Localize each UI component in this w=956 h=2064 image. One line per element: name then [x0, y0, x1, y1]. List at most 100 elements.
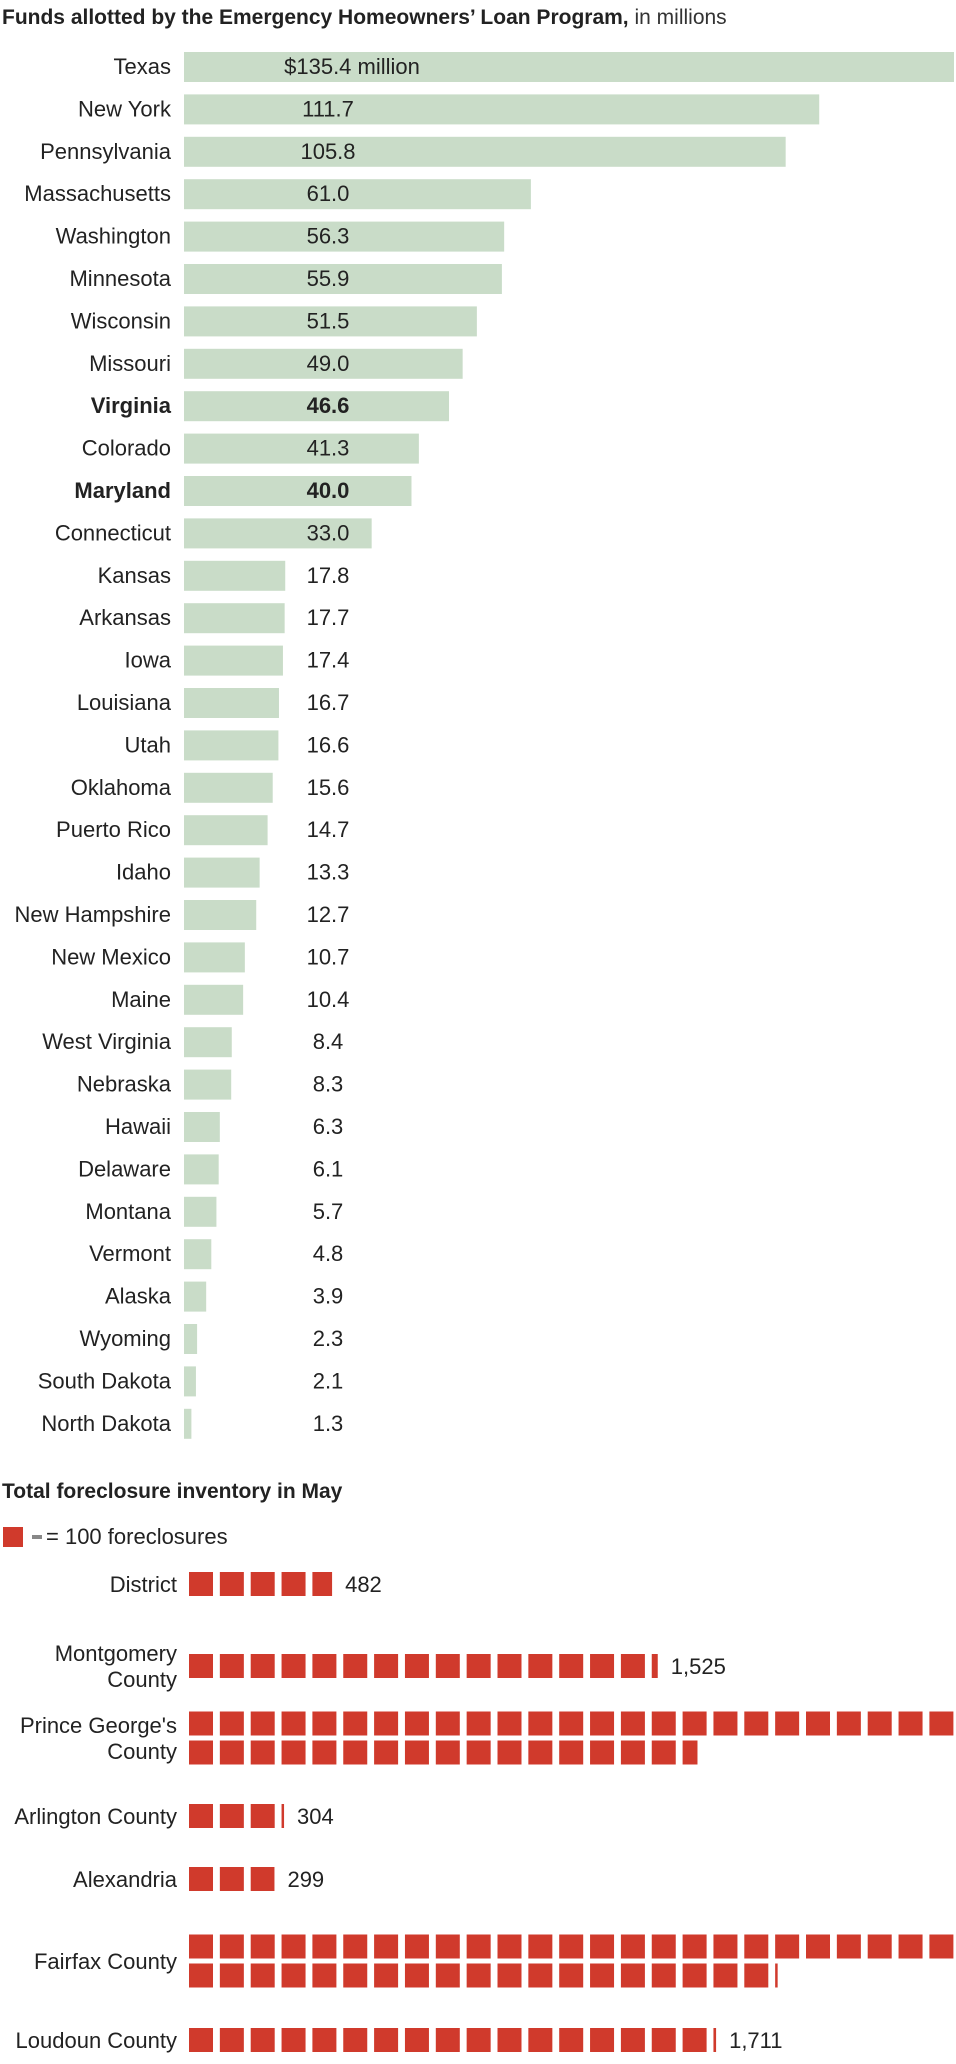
foreclosure-square	[682, 1963, 707, 1988]
state-label-wisconsin: Wisconsin	[71, 308, 171, 333]
value-label-new-mexico: 10.7	[307, 944, 350, 969]
foreclosure-partial-square	[682, 1740, 698, 1765]
bar-massachusetts	[184, 179, 531, 210]
value-label-arkansas: 17.7	[307, 605, 350, 630]
state-label-colorado: Colorado	[82, 436, 171, 461]
foreclosure-square	[189, 1711, 213, 1736]
foreclosure-square	[374, 1963, 399, 1988]
foreclosure-square	[281, 1963, 306, 1988]
foreclosure-square	[312, 1934, 337, 1959]
foreclosure-square	[435, 1740, 460, 1765]
foreclosure-square	[219, 1934, 244, 1959]
foreclosure-partial-square	[312, 1572, 333, 1596]
foreclosure-square	[898, 1711, 923, 1736]
state-label-arkansas: Arkansas	[79, 605, 171, 630]
bar-south-dakota	[184, 1366, 196, 1397]
state-label-missouri: Missouri	[89, 351, 171, 376]
foreclosure-square	[528, 1740, 553, 1765]
foreclosure-square	[867, 1711, 892, 1736]
foreclosure-square	[404, 1740, 429, 1765]
bar-west-virginia	[184, 1027, 232, 1058]
foreclosure-square	[281, 1654, 306, 1678]
foreclosure-square	[404, 1963, 429, 1988]
foreclosure-square	[435, 1934, 460, 1959]
foreclosure-square	[466, 1654, 491, 1678]
bar-missouri	[184, 348, 463, 379]
foreclosure-square	[528, 1934, 553, 1959]
value-label-nebraska: 8.3	[313, 1072, 344, 1097]
value-label-new-york: 111.7	[302, 96, 354, 121]
foreclosure-square	[775, 1711, 800, 1736]
value-label-missouri: 49.0	[307, 351, 350, 376]
bar-pennsylvania	[184, 136, 786, 167]
state-label-louisiana: Louisiana	[77, 690, 172, 715]
state-label-pennsylvania: Pennsylvania	[40, 139, 172, 164]
foreclosure-value-montgomery-county: 1,525	[671, 1654, 726, 1679]
foreclosure-square	[528, 1963, 553, 1988]
foreclosure-square	[343, 1934, 368, 1959]
foreclosure-square	[559, 1711, 584, 1736]
foreclosure-square	[806, 1711, 830, 1736]
foreclosure-square	[682, 2028, 707, 2052]
bar-kansas	[184, 560, 286, 591]
county-label-montgomery-county: County	[107, 1667, 177, 1692]
state-label-hawaii: Hawaii	[105, 1114, 171, 1139]
foreclosure-square	[435, 1654, 460, 1678]
state-label-iowa: Iowa	[125, 648, 172, 673]
bar-connecticut	[184, 518, 372, 549]
bar-delaware	[184, 1154, 219, 1185]
foreclosure-square	[219, 1963, 244, 1988]
foreclosure-square	[312, 1654, 337, 1678]
bar-vermont	[184, 1239, 212, 1270]
foreclosure-square	[189, 1934, 213, 1959]
funds-chart-title-main: Funds allotted by the Emergency Homeowne…	[2, 6, 629, 29]
foreclosure-partial-square	[281, 1804, 285, 1828]
value-label-north-dakota: 1.3	[313, 1411, 344, 1436]
bar-north-dakota	[184, 1408, 192, 1439]
state-label-nebraska: Nebraska	[77, 1072, 172, 1097]
value-label-virginia: 46.6	[307, 393, 350, 418]
foreclosure-square	[559, 1963, 584, 1988]
state-label-new-hampshire: New Hampshire	[15, 902, 172, 927]
foreclosure-square	[343, 1711, 368, 1736]
foreclosure-square	[374, 1740, 399, 1765]
foreclosure-square	[559, 1654, 584, 1678]
foreclosure-square	[497, 1963, 522, 1988]
state-label-oklahoma: Oklahoma	[71, 775, 172, 800]
foreclosure-square	[250, 2028, 275, 2052]
value-label-hawaii: 6.3	[313, 1114, 344, 1139]
foreclosure-square	[281, 1740, 306, 1765]
state-label-south-dakota: South Dakota	[38, 1368, 172, 1393]
county-label-prince-george-s-county: Prince George's	[20, 1713, 177, 1738]
value-label-wisconsin: 51.5	[307, 308, 350, 333]
foreclosure-value-alexandria: 299	[287, 1867, 324, 1892]
foreclosure-square	[466, 1934, 491, 1959]
foreclosure-square	[404, 1711, 429, 1736]
state-label-connecticut: Connecticut	[55, 520, 171, 545]
state-label-new-mexico: New Mexico	[51, 944, 171, 969]
foreclosure-square	[312, 1963, 337, 1988]
foreclosure-square	[312, 1740, 337, 1765]
foreclosure-square	[651, 2028, 676, 2052]
foreclosure-square	[374, 2028, 399, 2052]
bar-colorado	[184, 433, 419, 464]
legend-equals-icon	[32, 1535, 42, 1539]
state-label-texas: Texas	[114, 54, 171, 79]
foreclosure-square	[250, 1654, 275, 1678]
bar-hawaii	[184, 1112, 220, 1142]
county-label-montgomery-county: Montgomery	[55, 1641, 177, 1666]
foreclosure-square	[404, 2028, 429, 2052]
foreclosure-square	[374, 1711, 399, 1736]
state-label-montana: Montana	[85, 1199, 171, 1224]
bar-louisiana	[184, 688, 279, 718]
foreclosure-square	[806, 1934, 830, 1959]
foreclosure-square	[744, 1711, 769, 1736]
value-label-new-hampshire: 12.7	[307, 902, 350, 927]
bar-new-york	[184, 94, 820, 125]
state-label-vermont: Vermont	[89, 1241, 171, 1266]
foreclosure-square	[466, 1963, 491, 1988]
value-label-south-dakota: 2.1	[313, 1368, 344, 1393]
bar-arkansas	[184, 603, 285, 634]
state-label-north-dakota: North Dakota	[41, 1411, 171, 1436]
foreclosure-square	[651, 1740, 676, 1765]
